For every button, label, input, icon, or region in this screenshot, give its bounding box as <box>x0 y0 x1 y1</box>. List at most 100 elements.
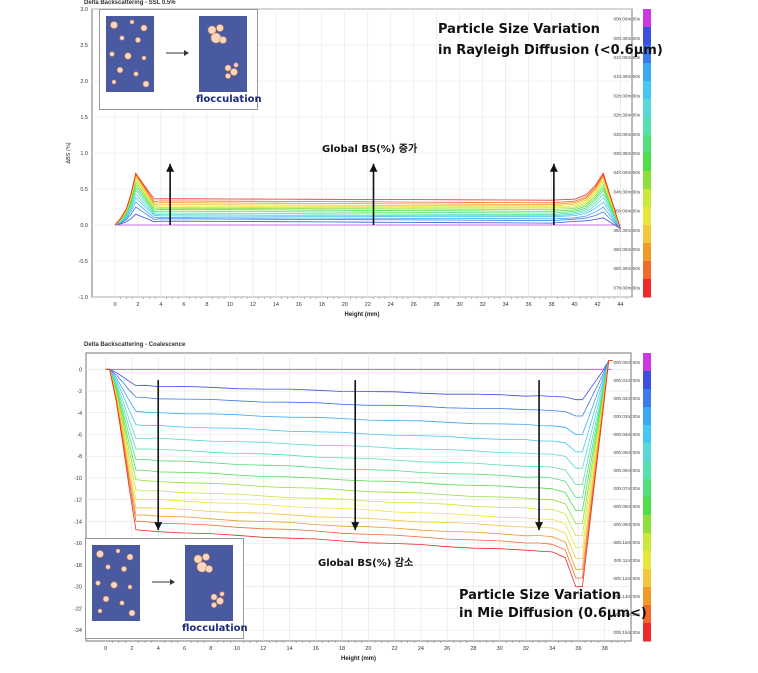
particle <box>110 581 118 589</box>
arrow-head <box>351 522 360 531</box>
y-tick-label: 0.0 <box>80 223 88 229</box>
legend-color-swatch <box>643 117 651 136</box>
legend-color-swatch <box>643 443 651 462</box>
data-series-line <box>114 180 621 229</box>
legend-color-swatch <box>643 27 651 46</box>
x-tick-label: 16 <box>296 302 302 308</box>
legend-entry: 00h:07m:00s <box>613 486 640 491</box>
arrow-head <box>549 163 558 172</box>
legend-entry: 04h:00m:00s <box>613 170 640 175</box>
x-tick-label: 6 <box>183 646 186 652</box>
x-tick-label: 20 <box>342 302 348 308</box>
y-tick-label: -2 <box>77 389 82 395</box>
x-axis-label: Height (mm) <box>341 656 376 662</box>
legend-entry: 00h:14m:00s <box>613 612 640 617</box>
x-tick-label: 24 <box>388 302 394 308</box>
y-tick-label: -0.5 <box>79 259 88 265</box>
y-tick-label: -24 <box>74 628 82 634</box>
particle <box>126 553 134 561</box>
y-tick-label: -18 <box>74 563 82 569</box>
x-tick-label: 8 <box>205 302 208 308</box>
x-tick-label: 38 <box>602 646 608 652</box>
x-tick-label: 22 <box>392 646 398 652</box>
x-tick-label: 28 <box>470 646 476 652</box>
data-series-line <box>105 360 613 485</box>
x-tick-label: 30 <box>457 302 463 308</box>
floc-particle <box>210 593 218 601</box>
floc-particle <box>219 36 227 44</box>
x-tick-label: 18 <box>319 302 325 308</box>
legend-color-swatch <box>643 243 651 262</box>
legend-entry: 01h:30m:00s <box>613 74 640 79</box>
legend-entry: 00h:00m:00s <box>613 360 640 365</box>
legend-color-swatch <box>643 551 651 570</box>
legend-color-swatch <box>643 479 651 498</box>
y-tick-label: -8 <box>77 454 82 460</box>
legend-entry: 00h:01m:00s <box>613 378 640 383</box>
legend-color-swatch <box>643 45 651 64</box>
x-tick-label: 42 <box>594 302 600 308</box>
data-series-line <box>105 360 613 548</box>
x-tick-label: 30 <box>497 646 503 652</box>
y-tick-label: -20 <box>74 585 82 591</box>
legend-entry: 04h:30m:00s <box>613 189 640 194</box>
inset-arrow-head <box>170 579 175 585</box>
top-annotation-title-1: Particle Size Variation <box>438 22 600 37</box>
x-tick-label: 34 <box>549 646 555 652</box>
legend-entry: 06h:30m:00s <box>613 266 640 271</box>
y-tick-label: 3.0 <box>80 7 88 13</box>
legend-entry: 00h:30m:00s <box>613 36 640 41</box>
top-annotation-title-2: in Rayleigh Diffusion (<0.6µm) <box>438 43 663 58</box>
top-inset: flocculation <box>99 9 262 110</box>
legend-color-swatch <box>643 623 651 642</box>
bottom-arrow-label: Global BS(%) 감소 <box>318 558 414 569</box>
legend-entry: 00h:04m:00s <box>613 432 640 437</box>
bottom-chart-title: Delta Backscattering - Coalescence <box>84 342 186 348</box>
particle <box>105 564 111 570</box>
x-tick-label: 4 <box>159 302 162 308</box>
floc-particle <box>207 25 217 35</box>
x-tick-label: 40 <box>571 302 577 308</box>
x-tick-label: 26 <box>411 302 417 308</box>
legend-entry: 02h:00m:00s <box>613 93 640 98</box>
x-tick-label: 16 <box>313 646 319 652</box>
top-arrow-label: Global BS(%) 증가 <box>322 144 418 155</box>
data-series-line <box>114 196 621 229</box>
x-tick-label: 6 <box>182 302 185 308</box>
legend-color-swatch <box>643 279 651 298</box>
legend-color-swatch <box>643 569 651 588</box>
top-inset-diagram <box>106 16 247 92</box>
data-series-line <box>105 360 613 401</box>
particle <box>140 24 148 32</box>
data-series-line <box>105 360 613 498</box>
x-tick-label: 28 <box>434 302 440 308</box>
x-axis-label: Height (mm) <box>345 312 380 318</box>
legend-color-swatch <box>643 225 651 244</box>
data-series-line <box>114 186 621 229</box>
particle <box>96 550 104 558</box>
y-axis-label: ΔBS (%) <box>66 142 72 163</box>
y-tick-label: 0 <box>79 367 82 373</box>
particle <box>95 580 101 586</box>
legend-color-swatch <box>643 371 651 390</box>
x-tick-label: 38 <box>549 302 555 308</box>
legend-color-swatch <box>643 153 651 172</box>
legend-color-swatch <box>643 353 651 372</box>
legend-entry: 00h:03m:00s <box>613 414 640 419</box>
particle <box>121 566 127 572</box>
legend-entry: 06h:00m:00s <box>613 247 640 252</box>
bottom-inset-diagram <box>92 545 233 621</box>
floc-particle <box>202 553 210 561</box>
x-tick-label: 36 <box>526 302 532 308</box>
legend-color-swatch <box>643 261 651 280</box>
data-series-line <box>114 206 621 229</box>
particle <box>133 71 139 77</box>
data-series-line <box>105 360 613 525</box>
floc-particle <box>216 597 224 605</box>
x-tick-label: 14 <box>273 302 279 308</box>
x-tick-label: 26 <box>444 646 450 652</box>
x-tick-label: 18 <box>339 646 345 652</box>
y-tick-label: 0.5 <box>80 187 88 193</box>
y-tick-label: -14 <box>74 519 82 525</box>
legend-entry: 00h:15m:00s <box>613 630 640 635</box>
